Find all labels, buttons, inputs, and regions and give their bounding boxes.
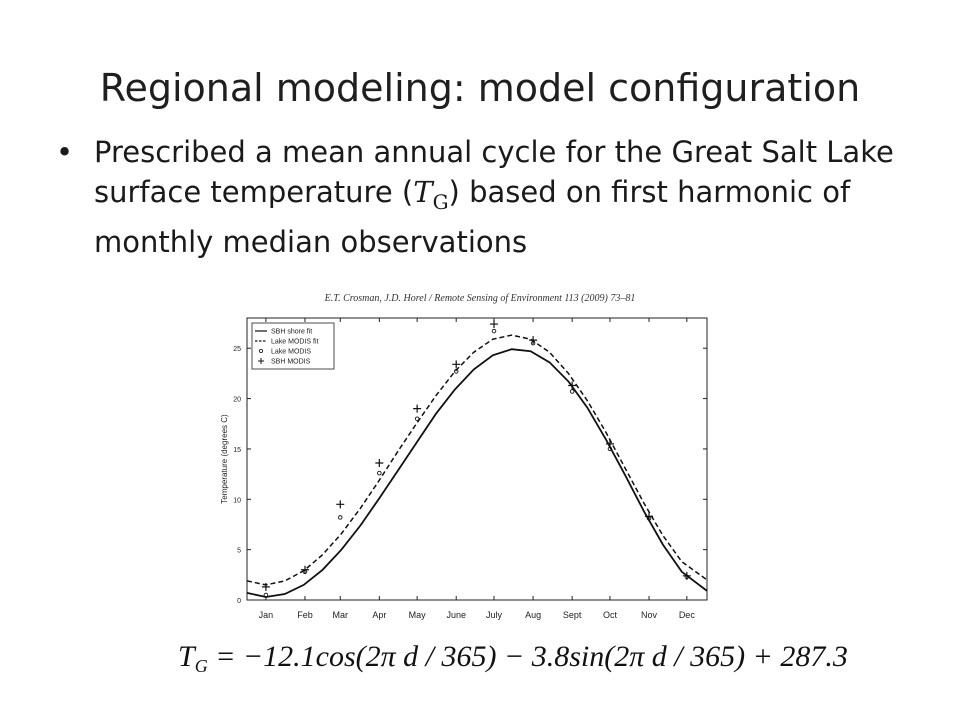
lake-modis-point: [491, 328, 497, 334]
sbh-modis-point: [413, 404, 422, 413]
legend-label: SBH shore fit: [271, 329, 312, 336]
x-tick-label: Apr: [372, 610, 386, 620]
sbh-modis-point: [605, 439, 614, 448]
x-tick-label: Sept: [563, 610, 582, 620]
x-tick-label: Oct: [603, 610, 618, 620]
x-tick-label: June: [446, 610, 466, 620]
x-tick-label: Nov: [641, 610, 658, 620]
legend-swatch: [258, 358, 264, 364]
x-tick-label: Feb: [297, 610, 313, 620]
y-tick-label: 5: [237, 548, 241, 555]
x-tick-label: Dec: [679, 610, 696, 620]
figure-citation: E.T. Crosman, J.D. Horel / Remote Sensin…: [324, 293, 636, 304]
sbh-modis-point: [336, 500, 345, 509]
temperature-cycle-chart: 0 5 10 15 20 25 Jan Feb Mar Apr May June July Aug Sept…: [220, 317, 708, 620]
y-tick-label: 15: [233, 447, 241, 454]
y-tick-label: 25: [233, 346, 241, 353]
lake-modis-point: [453, 369, 459, 374]
sbh-modis-point: [452, 360, 461, 369]
sbh-modis-point: [261, 582, 270, 591]
sbh-modis-point: [490, 320, 499, 329]
harmonic-formula: TG = −12.1cos(2π d / 365) − 3.8sin(2π d …: [178, 640, 848, 676]
lake-modis-point: [338, 515, 343, 520]
plot-frame: [246, 317, 708, 601]
sbh-modis-point: [682, 571, 691, 580]
bullet-text: Prescribed a mean annual cycle for the G…: [94, 132, 924, 262]
legend-swatch: [259, 349, 264, 354]
legend-label: Lake MODIS: [271, 349, 311, 356]
y-axis-label: Temperature (degrees C): [220, 414, 229, 504]
x-tick-label: Mar: [333, 610, 349, 620]
sbh-modis-point: [300, 565, 309, 574]
bullet-marker: •: [56, 135, 74, 169]
legend-label: SBH MODIS: [271, 359, 311, 366]
lake-modis-point: [377, 470, 382, 476]
series-line-lake-modis-fit: [246, 334, 708, 586]
sbh-modis-point: [375, 459, 384, 468]
lake-modis-point: [263, 592, 269, 598]
y-tick-label: 20: [233, 397, 241, 404]
bullet-text-after: ) based on first harmonic of monthly med…: [94, 175, 851, 259]
series-line-sbh-shore-fit: [246, 348, 708, 598]
x-tick-label: July: [486, 610, 503, 620]
sbh-modis-point: [568, 381, 577, 390]
bullet-text-before: Prescribed a mean annual cycle for the G…: [94, 135, 894, 209]
slide-title: Regional modeling: model configuration: [99, 66, 861, 110]
x-tick-label: Aug: [525, 610, 541, 620]
x-tick-label: May: [409, 610, 427, 620]
lake-modis-point: [569, 389, 575, 394]
legend-label: Lake MODIS fit: [271, 339, 319, 346]
lake-modis-point: [414, 416, 420, 421]
y-tick-label: 10: [233, 497, 241, 504]
temperature-symbol: TG: [413, 175, 449, 214]
y-tick-label: 0: [237, 598, 241, 605]
sbh-modis-point: [645, 512, 654, 521]
sbh-modis-point: [529, 336, 538, 345]
x-tick-label: Jan: [259, 610, 274, 620]
